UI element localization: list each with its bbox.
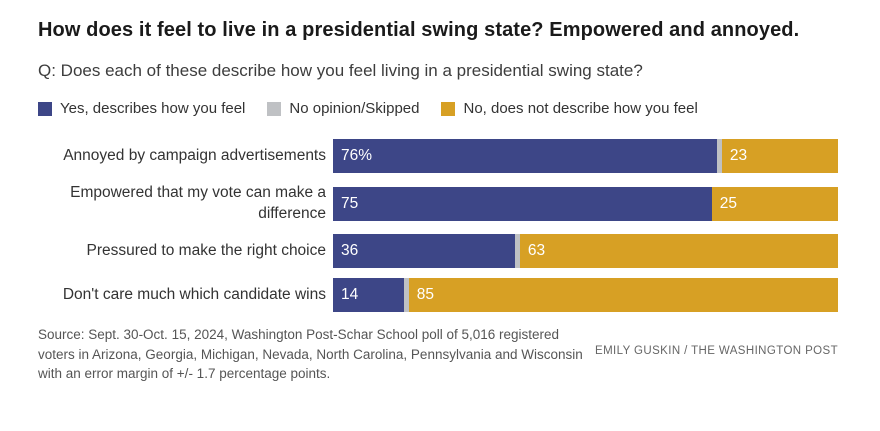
- byline-credit: EMILY GUSKIN / THE WASHINGTON POST: [595, 345, 838, 358]
- bar-value-label: 23: [729, 147, 748, 165]
- legend-label-no-opinion: No opinion/Skipped: [289, 100, 420, 118]
- chart-title: How does it feel to live in a presidenti…: [38, 19, 800, 41]
- legend-item-no: No, does not describe how you feel: [441, 100, 698, 118]
- category-label: Pressured to make the right choice: [86, 242, 326, 260]
- stacked-bar: 76% 23: [333, 139, 838, 174]
- stacked-bar: 75 25: [333, 186, 838, 221]
- bar-row: Pressured to make the right choice 36 63: [38, 234, 838, 269]
- legend: Yes, describes how you feel No opinion/S…: [38, 100, 838, 117]
- legend-swatch-yes: [38, 101, 52, 116]
- bar-segment-yes: 36: [333, 234, 515, 269]
- bar-value-label: 75: [341, 194, 359, 212]
- stacked-bar: 36 63: [333, 234, 838, 269]
- bar-value-label: 63: [527, 242, 546, 260]
- bar-segment-yes: 14: [333, 278, 404, 313]
- bar-segment-yes: 76%: [333, 139, 717, 174]
- bar-segment-no-opinion: [403, 278, 409, 313]
- bar-segment-no-opinion: [514, 234, 520, 269]
- bar-segment-no-opinion: [716, 139, 722, 174]
- legend-label-no: No, does not describe how you feel: [463, 100, 698, 118]
- legend-item-yes: Yes, describes how you feel: [38, 100, 245, 117]
- chart-subtitle: Q: Does each of these describe how you f…: [38, 61, 643, 81]
- source-note: Source: Sept. 30-Oct. 15, 2024, Washingt…: [38, 327, 583, 382]
- bar-segment-no: 23: [721, 139, 838, 174]
- bar-value-label: 85: [416, 286, 434, 304]
- stacked-bar: 14 85: [333, 278, 838, 313]
- category-label: Empowered that my vote can make a differ…: [70, 184, 326, 222]
- bar-row: Empowered that my vote can make a differ…: [38, 183, 838, 224]
- bar-value-label: 76%: [341, 147, 373, 165]
- bar-row: Annoyed by campaign advertisements 76% 2…: [38, 139, 838, 174]
- category-label: Annoyed by campaign advertisements: [63, 147, 326, 165]
- legend-swatch-no-opinion: [267, 101, 282, 116]
- bar-row: Don't care much which candidate wins 14 …: [38, 278, 838, 313]
- chart-page: How does it feel to live in a presidenti…: [38, 19, 838, 384]
- legend-swatch-no: [441, 101, 456, 116]
- bar-value-label: 14: [341, 286, 359, 304]
- stacked-bar-chart: Annoyed by campaign advertisements 76% 2…: [38, 139, 838, 313]
- bar-segment-no: 63: [519, 234, 838, 269]
- legend-label-yes: Yes, describes how you feel: [60, 100, 246, 118]
- chart-footer: Source: Sept. 30-Oct. 15, 2024, Washingt…: [38, 325, 838, 384]
- legend-item-no-opinion: No opinion/Skipped: [267, 100, 419, 117]
- bar-value-label: 36: [341, 242, 359, 260]
- bar-segment-no: 25: [711, 186, 838, 221]
- bar-segment-no: 85: [408, 278, 838, 313]
- bar-segment-yes: 75: [333, 186, 712, 221]
- category-label: Don't care much which candidate wins: [62, 286, 326, 304]
- bar-value-label: 25: [719, 194, 737, 212]
